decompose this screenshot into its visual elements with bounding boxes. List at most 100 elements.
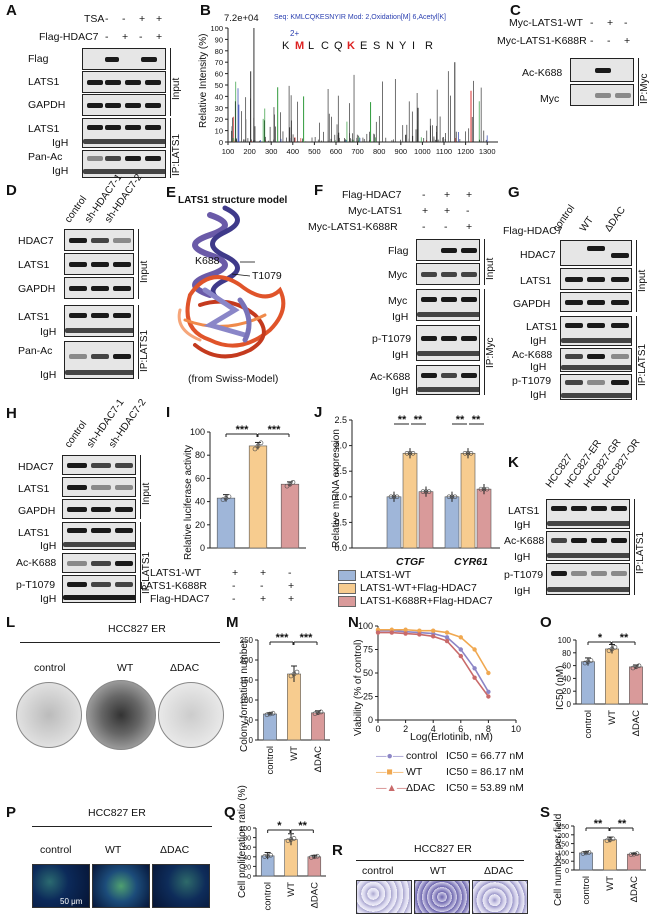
igh-label: IgH (40, 540, 57, 552)
x-tick-label: 4 (431, 724, 436, 734)
blot-label: Myc (388, 295, 408, 307)
sig-label: ** (472, 414, 481, 426)
data-point (634, 851, 640, 856)
blot-label: Ac-K688 (504, 535, 545, 547)
x-tick-label: WT (605, 876, 616, 891)
y-tick-label: 1.5 (334, 466, 347, 476)
y-tick-label: 70 (215, 58, 223, 67)
data-point (423, 489, 429, 494)
x-tick-label: 700 (351, 147, 364, 156)
x-tick-label: 900 (395, 147, 408, 156)
y-tick-label: 0 (219, 138, 223, 147)
y-tick-label: 40 (562, 674, 571, 683)
data-point (604, 838, 610, 843)
legend-label: LATS1-WT (360, 569, 412, 581)
bracket-ip (484, 289, 485, 395)
blot-image (82, 118, 166, 148)
bar (627, 853, 641, 871)
data-point (375, 630, 381, 635)
blot-image (62, 522, 136, 550)
data-point (388, 494, 394, 500)
panel-letter-h: H (6, 405, 17, 422)
blot-label: Flag (388, 245, 409, 257)
data-point (262, 854, 267, 859)
panel-letter-m: M (226, 614, 239, 631)
blot-image (546, 499, 630, 529)
structure-caption: (from Swiss-Model) (188, 373, 279, 385)
y-tick-label: 60 (243, 845, 251, 852)
panel-letter-s: S (540, 804, 551, 821)
y-tick-label: 20 (562, 687, 571, 696)
data-point (472, 666, 477, 671)
blot-image (416, 239, 480, 261)
data-point (268, 852, 273, 858)
x-tick-label: WT (286, 882, 297, 897)
x-tick-label: 100 (222, 147, 235, 156)
transwell-image (414, 880, 470, 914)
legend-ic50: IC50 = 53.89 nM (446, 782, 524, 794)
data-point (420, 489, 426, 494)
x-tick-label: 200 (243, 147, 256, 156)
data-point (631, 851, 637, 857)
data-point (472, 647, 477, 652)
igh-label: IgH (40, 369, 57, 381)
sig-label: ** (398, 414, 407, 426)
data-point (318, 709, 324, 715)
blot-label: p-T1079 (504, 569, 544, 581)
edu-image (92, 864, 150, 908)
sign: + (444, 205, 451, 217)
y-tick-label: 200 (240, 656, 254, 665)
igh-label: IgH (392, 385, 409, 397)
y-tick-label: 100 (239, 826, 251, 833)
x-tick-label: 500 (308, 147, 321, 156)
y-tick-label: 100 (240, 696, 254, 705)
sig-label: ** (414, 414, 423, 426)
blot-label: p-T1079 (372, 333, 412, 345)
data-point (588, 658, 594, 663)
data-point (468, 450, 474, 456)
sign: - (422, 189, 426, 201)
transwell-image (472, 880, 528, 914)
x-tick-label: 1300 (479, 147, 496, 156)
y-tick-label: 20 (243, 864, 251, 871)
scale-bar-label: 50 μm (60, 897, 83, 906)
blot-label: Ac-K688 (16, 557, 57, 569)
y-tick-label: 80 (562, 649, 571, 658)
data-point (583, 850, 589, 856)
blot-image (62, 575, 136, 603)
site-label: T1079 (252, 270, 282, 282)
sign: - (122, 13, 126, 25)
sign: - (590, 35, 594, 47)
treat-label: TSA (84, 13, 105, 25)
peptide-residue: M (295, 40, 305, 52)
y-tick-label: 40 (215, 92, 223, 101)
panel-letter-k: K (508, 454, 519, 471)
bracket-input (636, 240, 637, 312)
data-point (449, 494, 455, 500)
image-title: HCC827 ER (414, 843, 472, 855)
data-point (312, 854, 317, 860)
x-tick-label: 300 (265, 147, 278, 156)
blot-label: Ac-K688 (370, 371, 411, 383)
y-tick-label: 0.0 (334, 543, 347, 553)
image-title: HCC827 ER (88, 807, 146, 819)
treat-label: Myc-LATS1-WT (509, 17, 583, 29)
blot-label: LATS1 (18, 527, 50, 539)
legend-label: WT (406, 766, 423, 778)
peptide-residue: R (425, 40, 433, 52)
sig-label: *** (236, 424, 250, 436)
blot-image (64, 229, 134, 251)
data-point (452, 494, 458, 500)
group-label: WT (430, 865, 447, 877)
y-tick-label: 50 (244, 716, 253, 725)
data-point (288, 837, 294, 842)
sign: + (607, 17, 614, 29)
y-tick-label: 30 (215, 104, 223, 113)
data-point (458, 653, 463, 659)
blot-image (416, 325, 480, 361)
data-point (290, 479, 296, 485)
y-tick-label: 25 (363, 692, 373, 702)
data-point (312, 711, 318, 716)
peptide-residue: K (282, 40, 290, 52)
